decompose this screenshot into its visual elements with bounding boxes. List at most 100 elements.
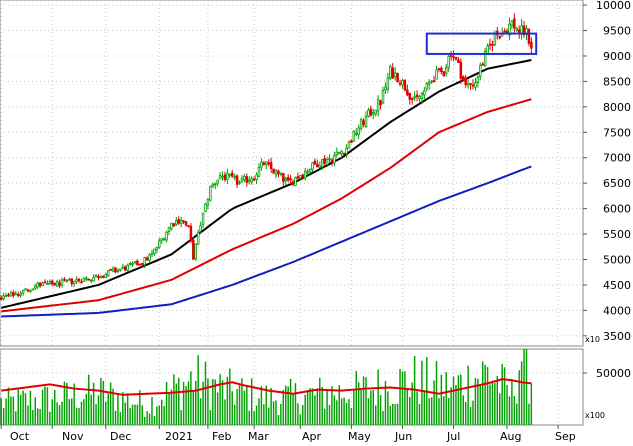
volume-bar bbox=[433, 380, 435, 425]
volume-bar bbox=[34, 397, 36, 425]
candle-body bbox=[462, 76, 465, 81]
volume-bar bbox=[83, 399, 85, 425]
candle-body bbox=[413, 96, 416, 99]
volume-bar bbox=[73, 383, 75, 425]
grid-layer bbox=[0, 0, 583, 425]
candle-body bbox=[123, 266, 127, 271]
price-y-tick-label: 9000 bbox=[603, 50, 631, 63]
candle-body bbox=[199, 225, 202, 232]
candle-body bbox=[277, 170, 280, 175]
volume-bar bbox=[151, 397, 153, 425]
volume-bar bbox=[175, 383, 178, 425]
volume-bar bbox=[450, 387, 452, 425]
candle-body bbox=[420, 92, 424, 99]
volume-bar bbox=[309, 388, 311, 425]
candle-body bbox=[430, 80, 433, 83]
volume-bar bbox=[165, 381, 168, 425]
volume-bar bbox=[491, 380, 494, 425]
candle-body bbox=[333, 155, 336, 164]
volume-moving-average-line bbox=[1, 378, 532, 396]
price-y-tick-label: 7500 bbox=[603, 126, 631, 139]
candle-body bbox=[530, 41, 533, 49]
volume-bar bbox=[107, 393, 109, 425]
volume-bar bbox=[153, 416, 156, 425]
volume-bar bbox=[267, 407, 270, 425]
volume-bar bbox=[180, 409, 182, 425]
candle-body bbox=[216, 179, 219, 184]
volume-bar bbox=[182, 381, 185, 425]
volume-bar bbox=[399, 368, 401, 425]
volume-bar bbox=[2, 408, 5, 425]
candle-body bbox=[469, 83, 472, 85]
volume-bar bbox=[170, 389, 173, 425]
volume-bar bbox=[340, 398, 343, 425]
candle-body bbox=[82, 277, 86, 282]
candle-body bbox=[243, 176, 246, 181]
volume-bar bbox=[119, 412, 122, 425]
candle-body bbox=[179, 219, 183, 224]
candle-body bbox=[391, 67, 394, 79]
volume-bar bbox=[97, 395, 100, 425]
volume-bar bbox=[75, 407, 78, 425]
volume-bar bbox=[158, 405, 161, 425]
price-y-tick-label: 3500 bbox=[603, 330, 631, 343]
candle-body bbox=[204, 203, 207, 212]
candle-body bbox=[447, 55, 450, 68]
volume-bar bbox=[0, 398, 2, 425]
volume-bar bbox=[204, 361, 207, 425]
volume-bar bbox=[511, 379, 513, 425]
candle-body bbox=[87, 278, 91, 281]
volume-bar bbox=[382, 410, 384, 425]
volume-bar bbox=[394, 404, 396, 425]
candle-body bbox=[131, 263, 134, 265]
candle-body bbox=[350, 140, 353, 143]
candle-body bbox=[369, 108, 373, 116]
x-tick-label: Oct bbox=[10, 430, 30, 442]
candle-body bbox=[153, 248, 156, 255]
volume-axis-multiplier: x100 bbox=[585, 411, 605, 420]
candle-body bbox=[65, 279, 69, 282]
price-y-tick-label: 6000 bbox=[603, 203, 631, 216]
candle-body bbox=[136, 260, 139, 266]
candle-body bbox=[452, 55, 455, 58]
candle-body bbox=[109, 268, 112, 271]
price-axis-multiplier: x10 bbox=[585, 335, 600, 344]
candle-body bbox=[269, 162, 273, 169]
candle-body bbox=[527, 28, 531, 44]
volume-y-tick-label: 50000 bbox=[596, 367, 631, 380]
candle-body bbox=[158, 240, 161, 248]
volume-bar bbox=[372, 389, 375, 425]
volume-bar bbox=[462, 395, 464, 425]
volume-bar bbox=[409, 397, 411, 425]
price-y-tick-label: 4000 bbox=[603, 304, 631, 317]
volume-bar bbox=[389, 405, 392, 425]
volume-bar bbox=[102, 380, 105, 425]
volume-bar bbox=[445, 371, 447, 425]
x-tick-label: Dec bbox=[110, 430, 131, 442]
candle-body bbox=[4, 295, 8, 297]
volume-bar bbox=[88, 374, 90, 425]
candle-body bbox=[14, 293, 18, 296]
volume-bar bbox=[460, 374, 462, 425]
candle-body bbox=[379, 100, 382, 106]
candle-body bbox=[31, 288, 35, 291]
candle-body bbox=[218, 175, 222, 180]
volume-bar bbox=[367, 398, 370, 425]
volume-bar bbox=[148, 413, 151, 425]
candle-body bbox=[150, 252, 154, 255]
candle-body bbox=[77, 278, 81, 282]
volume-bar bbox=[430, 397, 433, 425]
price-y-tick-label: 10000 bbox=[596, 0, 631, 12]
volume-bar bbox=[294, 383, 297, 425]
volume-bar bbox=[392, 403, 394, 425]
volume-bar bbox=[100, 377, 102, 425]
candle-body bbox=[466, 83, 470, 86]
volume-bar bbox=[53, 389, 56, 425]
volume-bar bbox=[248, 410, 250, 425]
candle-body bbox=[486, 45, 489, 55]
volume-bar bbox=[484, 364, 486, 425]
volume-bar bbox=[377, 369, 379, 425]
candle-body bbox=[245, 176, 249, 183]
candle-body bbox=[2, 295, 5, 299]
candle-body bbox=[141, 263, 144, 265]
